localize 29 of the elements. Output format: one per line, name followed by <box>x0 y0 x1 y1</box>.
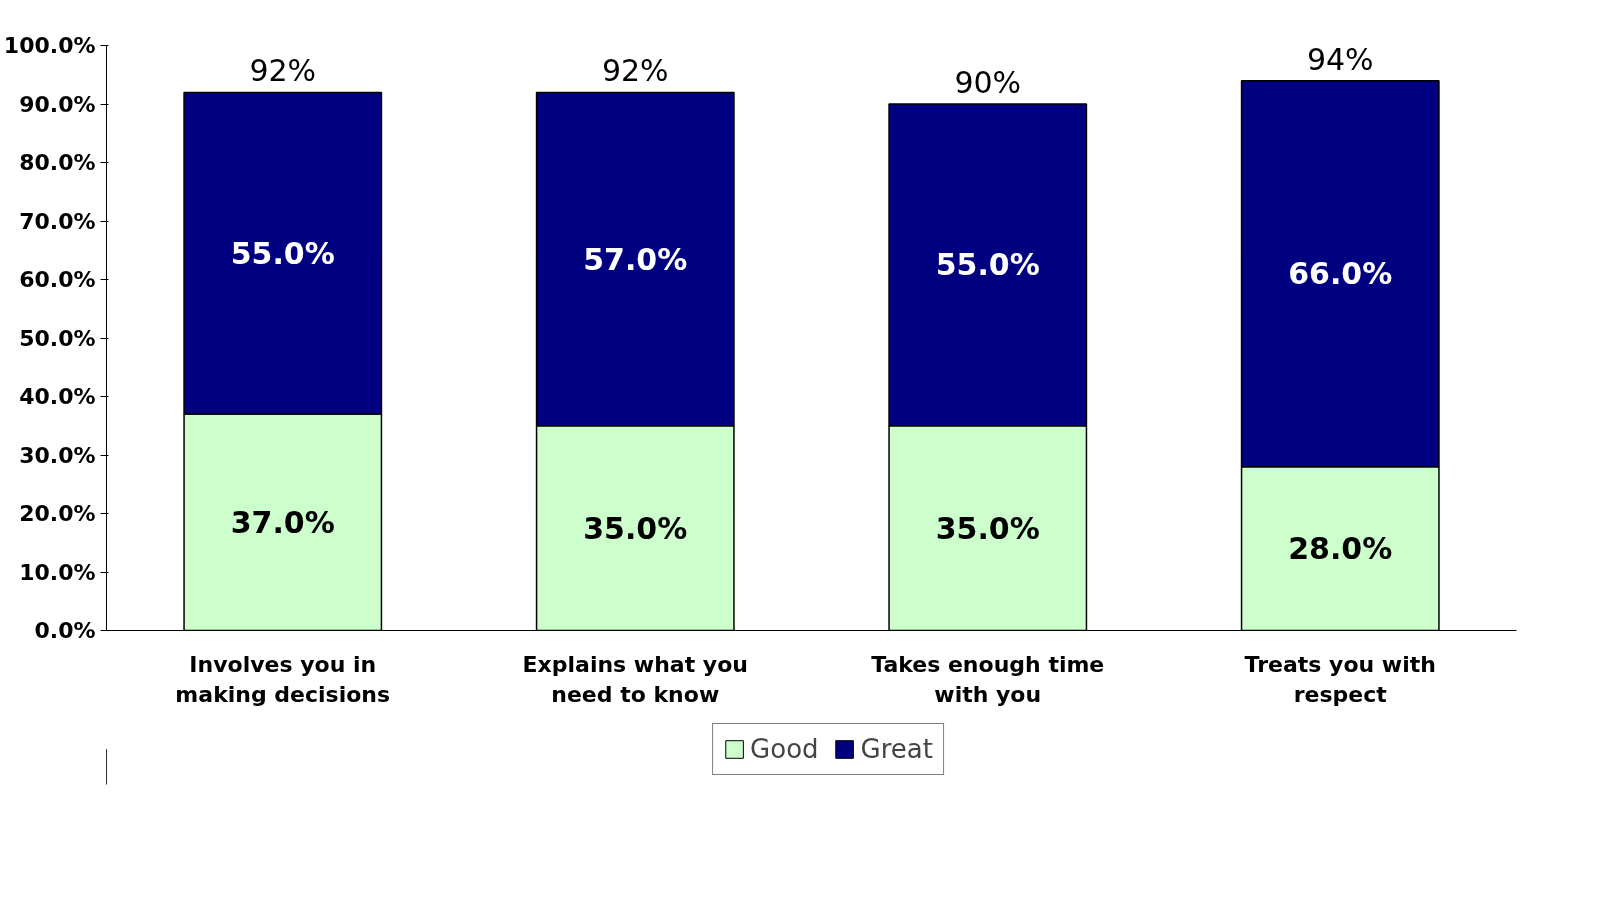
x-tick-label: Takes enough time with you <box>871 651 1105 707</box>
y-tick-label: 0.0% <box>34 618 96 643</box>
total-label: 90% <box>954 65 1022 101</box>
y-tick-label: 30.0% <box>19 442 96 468</box>
y-tick-label: 10.0% <box>19 559 96 585</box>
y-tick-label: 70.0% <box>19 208 96 234</box>
x-tick-label: Involves you in making decisions <box>175 651 391 707</box>
legend-label: Great <box>860 734 933 764</box>
y-tick-label: 40.0% <box>19 384 96 410</box>
data-label: 55.0% <box>935 247 1040 283</box>
y-tick-label: 80.0% <box>19 150 96 176</box>
data-label: 55.0% <box>230 235 335 271</box>
x-tick-label: Explains what you need to know <box>522 651 748 707</box>
total-label: 92% <box>601 53 669 89</box>
y-tick-label: 50.0% <box>19 325 96 351</box>
data-label: 37.0% <box>230 504 335 540</box>
legend-label: Good <box>750 734 819 764</box>
y-tick-label: 60.0% <box>19 267 96 293</box>
data-label: 28.0% <box>1288 531 1393 567</box>
y-tick-label: 20.0% <box>19 501 96 527</box>
x-tick-label: Treats you with respect <box>1244 651 1436 707</box>
total-label: 92% <box>249 53 317 89</box>
data-label: 35.0% <box>935 510 1040 546</box>
data-label: 35.0% <box>583 510 688 546</box>
data-label: 57.0% <box>583 241 688 277</box>
data-label: 66.0% <box>1288 256 1393 292</box>
total-label: 94% <box>1306 41 1374 77</box>
y-tick-label: 100.0% <box>3 33 96 59</box>
y-tick-label: 90.0% <box>19 91 96 117</box>
